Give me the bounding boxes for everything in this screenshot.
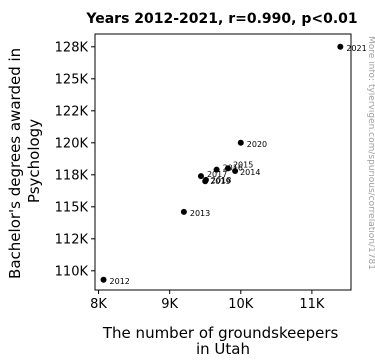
data-point-2014 [232,167,239,174]
point-label-2020: 2020 [247,140,267,149]
svg-text:The number of groundskeepers: The number of groundskeepers in Utah [102,324,343,358]
x-axis-label-line-2: in Utah [196,340,250,358]
x-tick-label: 8K [90,297,107,312]
x-tick-label: 11K [299,297,325,312]
chart-title: Years 2012-2021, r=0.990, p<0.01 [85,11,357,27]
x-tick-label: 10K [228,297,254,312]
point-label-2015: 2015 [233,160,253,169]
x-axis-label-line-1: The number of groundskeepers [102,324,339,342]
y-axis-ticks: 110K 112K 115K 118K 120K 122K 125K 128K [55,40,95,279]
x-axis-label: The number of groundskeepers in Utah [102,324,343,358]
y-tick-label: 128K [55,40,89,55]
point-label-2014: 2014 [240,168,260,177]
x-tick-label: 9K [161,297,178,312]
point-label-2017: 2017 [207,170,227,179]
y-tick-label: 112K [55,232,89,247]
data-point-2020 [237,139,244,146]
y-tick-label: 118K [55,168,89,183]
y-axis-label-line-2: Psychology [25,119,43,203]
y-tick-label: 115K [55,200,89,215]
point-label-2012: 2012 [110,277,130,286]
point-label-2018: 2018 [211,176,231,185]
point-label-2021: 2021 [346,44,366,53]
y-tick-label: 125K [55,72,89,87]
svg-text:Bachelor's degrees awarded in: Bachelor's degrees awarded in Psychology [6,43,43,279]
data-point-2013 [180,208,187,215]
point-label-2013: 2013 [190,209,210,218]
data-point-2016 [213,166,220,173]
y-axis-label: Bachelor's degrees awarded in Psychology [6,43,43,279]
data-point-2019 [202,178,209,185]
data-point-2017 [197,173,204,180]
data-point-2012 [100,276,107,283]
data-point-2015 [224,165,231,172]
y-axis-label-line-1: Bachelor's degrees awarded in [6,48,24,279]
point-label-2019: 2019 [210,177,230,186]
y-tick-label: 110K [55,264,89,279]
y-tick-label: 120K [55,136,89,151]
watermark-text: More info: tylervigen.com/spurious/corre… [366,36,375,270]
x-axis-ticks: 8K 9K 10K 11K [90,290,325,312]
y-tick-label: 122K [55,104,89,119]
point-label-2016: 2016 [223,164,243,173]
data-point-2021 [337,43,344,50]
plot-area-frame [94,33,352,291]
